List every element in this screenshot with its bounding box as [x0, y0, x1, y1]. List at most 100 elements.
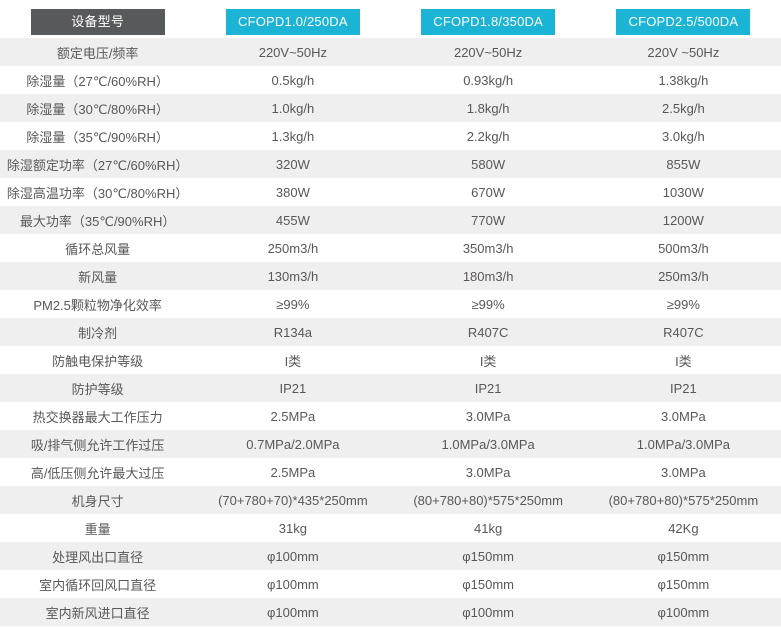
row-label: 新风量	[78, 269, 118, 285]
row-value: 580W	[471, 156, 506, 172]
row-value: I类	[479, 353, 497, 369]
row-value: 220V~50Hz	[258, 44, 328, 60]
row-value: 2.5MPa	[270, 408, 316, 424]
row-label: 高/低压侧允许最大过压	[30, 465, 165, 481]
row-value: 350m3/h	[462, 240, 514, 256]
row-label: 除湿量（35℃/90%RH）	[26, 129, 169, 145]
row-value: 2.2kg/h	[466, 128, 510, 144]
row-label: 防触电保护等级	[52, 353, 144, 369]
row-value: 250m3/h	[267, 240, 319, 256]
row-label: 最大功率（35℃/90%RH）	[19, 213, 176, 229]
row-value: φ100mm	[462, 604, 515, 620]
table-row: 最大功率（35℃/90%RH） 455W 770W 1200W	[0, 206, 781, 234]
row-value: 31kg	[278, 520, 307, 536]
table-row: 高/低压侧允许最大过压 2.5MPa 3.0MPa 3.0MPa	[0, 458, 781, 486]
row-label: 防护等级	[71, 381, 124, 397]
row-value: 250m3/h	[658, 268, 709, 284]
row-value: 3.0MPa	[465, 408, 511, 424]
row-value: (80+780+80)*575*250mm	[608, 492, 759, 508]
row-value: ≥99%	[471, 296, 505, 312]
model-badge: CFOPD2.5/500DA	[616, 9, 751, 35]
row-value: 220V~50Hz	[453, 44, 523, 60]
table-row: 制冷剂 R134a R407C R407C	[0, 318, 781, 346]
row-value: 770W	[471, 212, 506, 228]
row-value: 3.0kg/h	[662, 128, 705, 144]
row-value: φ100mm	[657, 604, 710, 620]
row-value: 0.5kg/h	[271, 72, 315, 88]
row-value: 1030W	[662, 184, 704, 200]
row-value: 220V ~50Hz	[647, 44, 720, 60]
row-label: 机身尺寸	[71, 493, 124, 509]
row-value: 380W	[275, 184, 310, 200]
table-row: 除湿高温功率（30℃/80%RH） 380W 670W 1030W	[0, 178, 781, 206]
row-value: IP21	[474, 380, 502, 396]
row-value: 130m3/h	[267, 268, 319, 284]
row-value: ≥99%	[666, 296, 700, 312]
table-row: 室内新风进口直径 φ100mm φ100mm φ100mm	[0, 598, 781, 626]
table-row: 吸/排气侧允许工作过压 0.7MPa/2.0MPa 1.0MPa/3.0MPa 1.0…	[0, 430, 781, 458]
row-value: I类	[675, 353, 692, 369]
device-model-label-badge: 设备型号	[30, 9, 165, 35]
row-value: 1.0MPa/3.0MPa	[441, 436, 535, 452]
row-value: (70+780+70)*435*250mm	[218, 492, 368, 508]
row-value: ≥99%	[276, 296, 310, 312]
row-value: 670W	[471, 184, 506, 200]
table-row: 防触电保护等级 I类 I类 I类	[0, 346, 781, 374]
row-label: 除湿量（30℃/80%RH）	[26, 101, 169, 117]
header-cell-model-1: CFOPD1.0/250DA	[195, 0, 390, 38]
row-label: 室内新风进口直径	[45, 605, 150, 621]
row-value: 1.8kg/h	[466, 100, 510, 116]
row-label: 吸/排气侧允许工作过压	[30, 437, 165, 453]
row-value: 3.0MPa	[660, 464, 706, 480]
header-cell-model-3: CFOPD2.5/500DA	[586, 0, 781, 38]
row-value: IP21	[670, 380, 697, 396]
table-row: 除湿量（35℃/90%RH） 1.3kg/h 2.2kg/h 3.0kg/h	[0, 122, 781, 150]
table-row: 机身尺寸 (70+780+70)*435*250mm (80+780+80)*575…	[0, 486, 781, 514]
table-row: 除湿额定功率（27℃/60%RH） 320W 580W 855W	[0, 150, 781, 178]
table-row: 热交换器最大工作压力 2.5MPa 3.0MPa 3.0MPa	[0, 402, 781, 430]
row-value: R134a	[273, 324, 313, 340]
row-value: 3.0MPa	[660, 408, 706, 424]
table-row: 防护等级 IP21 IP21 IP21	[0, 374, 781, 402]
row-value: φ100mm	[266, 604, 319, 620]
row-label: 处理风出口直径	[52, 549, 144, 565]
row-value: 1.38kg/h	[658, 72, 709, 88]
row-value: φ150mm	[462, 576, 515, 592]
row-value: R407C	[663, 324, 704, 340]
row-value: 1.0kg/h	[271, 100, 315, 116]
row-label: 热交换器最大工作压力	[32, 409, 163, 425]
row-label: 除湿高温功率（30℃/80%RH）	[6, 185, 189, 201]
table-row: 额定电压/频率 220V~50Hz 220V~50Hz 220V ~50Hz	[0, 38, 781, 66]
row-value: 41kg	[474, 520, 503, 536]
header-cell-label: 设备型号	[0, 0, 195, 38]
row-value: 3.0MPa	[465, 464, 511, 480]
spec-table-body: 额定电压/频率 220V~50Hz 220V~50Hz 220V ~50Hz 除湿量（2…	[0, 38, 781, 626]
row-label: 循环总风量	[65, 241, 131, 257]
row-label: 除湿额定功率（27℃/60%RH）	[6, 157, 189, 173]
table-row: 循环总风量 250m3/h 350m3/h 500m3/h	[0, 234, 781, 262]
table-row: 除湿量（27℃/60%RH） 0.5kg/h 0.93kg/h 1.38kg/h	[0, 66, 781, 94]
row-label: PM2.5颗粒物净化效率	[33, 297, 162, 313]
table-row: 除湿量（30℃/80%RH） 1.0kg/h 1.8kg/h 2.5kg/h	[0, 94, 781, 122]
row-value: I类	[284, 353, 302, 369]
row-value: 320W	[275, 156, 310, 172]
row-value: R407C	[467, 324, 509, 340]
row-value: 0.93kg/h	[463, 72, 514, 88]
row-value: φ150mm	[657, 576, 710, 592]
model-badge: CFOPD1.8/350DA	[421, 9, 556, 35]
table-row: PM2.5颗粒物净化效率 ≥99% ≥99% ≥99%	[0, 290, 781, 318]
row-label: 室内循环回风口直径	[39, 577, 157, 593]
spec-table-header: 设备型号 CFOPD1.0/250DA CFOPD1.8/350DA CFOPD…	[0, 0, 781, 38]
row-value: 42Kg	[668, 520, 699, 536]
header-cell-model-2: CFOPD1.8/350DA	[391, 0, 586, 38]
row-value: φ150mm	[657, 548, 710, 564]
table-row: 新风量 130m3/h 180m3/h 250m3/h	[0, 262, 781, 290]
row-value: 855W	[666, 156, 701, 172]
row-label: 除湿量（27℃/60%RH）	[26, 73, 169, 89]
row-value: IP21	[279, 380, 307, 396]
row-value: 1200W	[662, 212, 704, 228]
row-value: φ150mm	[462, 548, 515, 564]
row-label: 额定电压/频率	[56, 45, 139, 61]
row-value: 1.0MPa/3.0MPa	[636, 436, 730, 452]
